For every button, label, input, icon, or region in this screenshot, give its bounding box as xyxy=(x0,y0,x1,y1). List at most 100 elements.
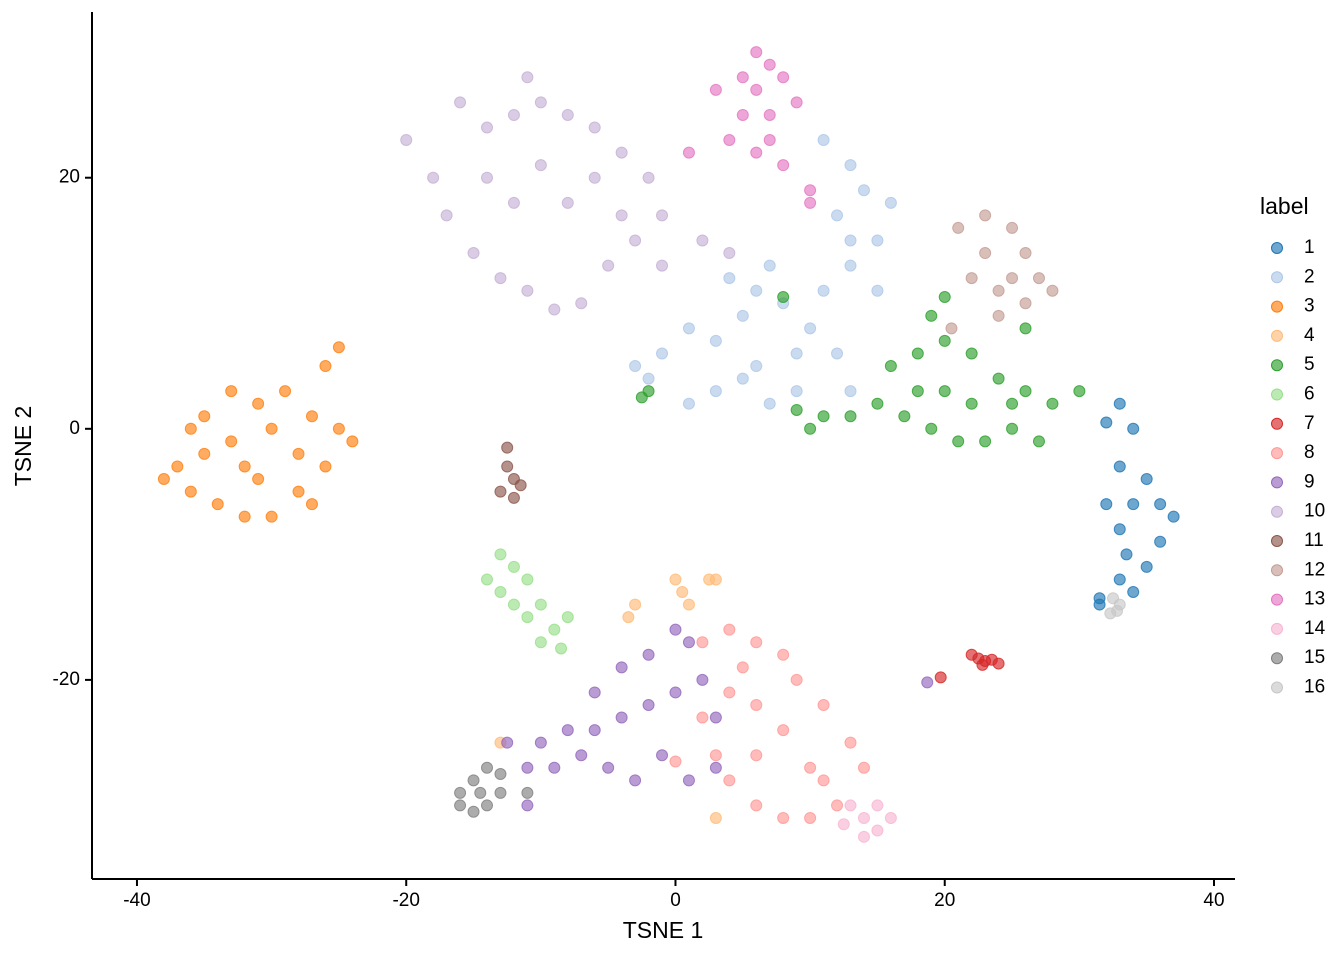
point xyxy=(292,485,305,498)
point xyxy=(871,397,884,410)
legend-swatch xyxy=(1271,359,1283,372)
point xyxy=(521,573,534,586)
point xyxy=(777,290,790,303)
point xyxy=(696,673,709,686)
legend-label: 4 xyxy=(1304,325,1315,346)
point xyxy=(427,171,440,184)
point xyxy=(696,711,709,724)
point xyxy=(198,410,211,423)
point xyxy=(615,661,628,674)
point xyxy=(844,234,857,247)
point xyxy=(521,761,534,774)
x-tick-label: 20 xyxy=(934,890,955,911)
point xyxy=(305,498,318,511)
point xyxy=(682,598,695,611)
point xyxy=(157,473,170,486)
legend-label: 1 xyxy=(1304,237,1315,258)
point xyxy=(669,686,682,699)
point xyxy=(871,824,884,837)
point xyxy=(992,284,1005,297)
point xyxy=(1113,397,1126,410)
point xyxy=(736,108,749,121)
point xyxy=(1104,607,1117,620)
point xyxy=(198,447,211,460)
point xyxy=(507,491,520,504)
point xyxy=(642,648,655,661)
point xyxy=(723,134,736,147)
point xyxy=(777,724,790,737)
point xyxy=(945,322,958,335)
point xyxy=(777,71,790,84)
legend-label: 2 xyxy=(1304,266,1315,287)
point xyxy=(750,284,763,297)
point xyxy=(521,786,534,799)
legend-label: 13 xyxy=(1304,589,1325,610)
point xyxy=(561,611,574,624)
point xyxy=(507,560,520,573)
point xyxy=(534,598,547,611)
point xyxy=(656,209,669,222)
point xyxy=(521,71,534,84)
point xyxy=(817,698,830,711)
point xyxy=(1140,560,1153,573)
point xyxy=(346,435,359,448)
point xyxy=(844,799,857,812)
point xyxy=(992,657,1005,670)
point xyxy=(736,309,749,322)
point xyxy=(1093,598,1106,611)
legend-swatch xyxy=(1271,329,1283,342)
point xyxy=(184,422,197,435)
point xyxy=(682,146,695,159)
point xyxy=(494,768,507,781)
point xyxy=(555,642,568,655)
point xyxy=(494,586,507,599)
point xyxy=(656,259,669,272)
point xyxy=(615,711,628,724)
point xyxy=(656,749,669,762)
point xyxy=(911,347,924,360)
point xyxy=(1127,498,1140,511)
y-tick-label: 0 xyxy=(69,418,80,439)
point xyxy=(494,786,507,799)
point xyxy=(857,184,870,197)
point xyxy=(790,403,803,416)
point xyxy=(1019,297,1032,310)
legend-swatch xyxy=(1271,564,1283,577)
point xyxy=(548,761,561,774)
point xyxy=(279,385,292,398)
point xyxy=(501,441,514,454)
point xyxy=(1032,272,1045,285)
point xyxy=(534,736,547,749)
point xyxy=(804,322,817,335)
point xyxy=(1032,435,1045,448)
legend-swatch xyxy=(1271,593,1283,606)
point xyxy=(723,247,736,260)
point xyxy=(238,510,251,523)
point xyxy=(736,661,749,674)
point xyxy=(750,83,763,96)
point xyxy=(709,385,722,398)
legend-label: 11 xyxy=(1304,530,1324,551)
point xyxy=(440,209,453,222)
legend-swatch xyxy=(1271,242,1283,254)
point xyxy=(723,774,736,787)
legend-title: label xyxy=(1260,193,1309,219)
point xyxy=(494,272,507,285)
point xyxy=(1006,272,1019,285)
point xyxy=(629,598,642,611)
point xyxy=(211,498,224,511)
point xyxy=(1127,586,1140,599)
point xyxy=(629,234,642,247)
point xyxy=(750,698,763,711)
point xyxy=(844,159,857,172)
point xyxy=(494,485,507,498)
point xyxy=(763,134,776,147)
point xyxy=(979,247,992,260)
point xyxy=(804,761,817,774)
point xyxy=(976,658,989,671)
point xyxy=(763,259,776,272)
point xyxy=(763,108,776,121)
point xyxy=(1046,284,1059,297)
x-axis-title: TSNE 1 xyxy=(623,917,704,943)
point xyxy=(561,108,574,121)
